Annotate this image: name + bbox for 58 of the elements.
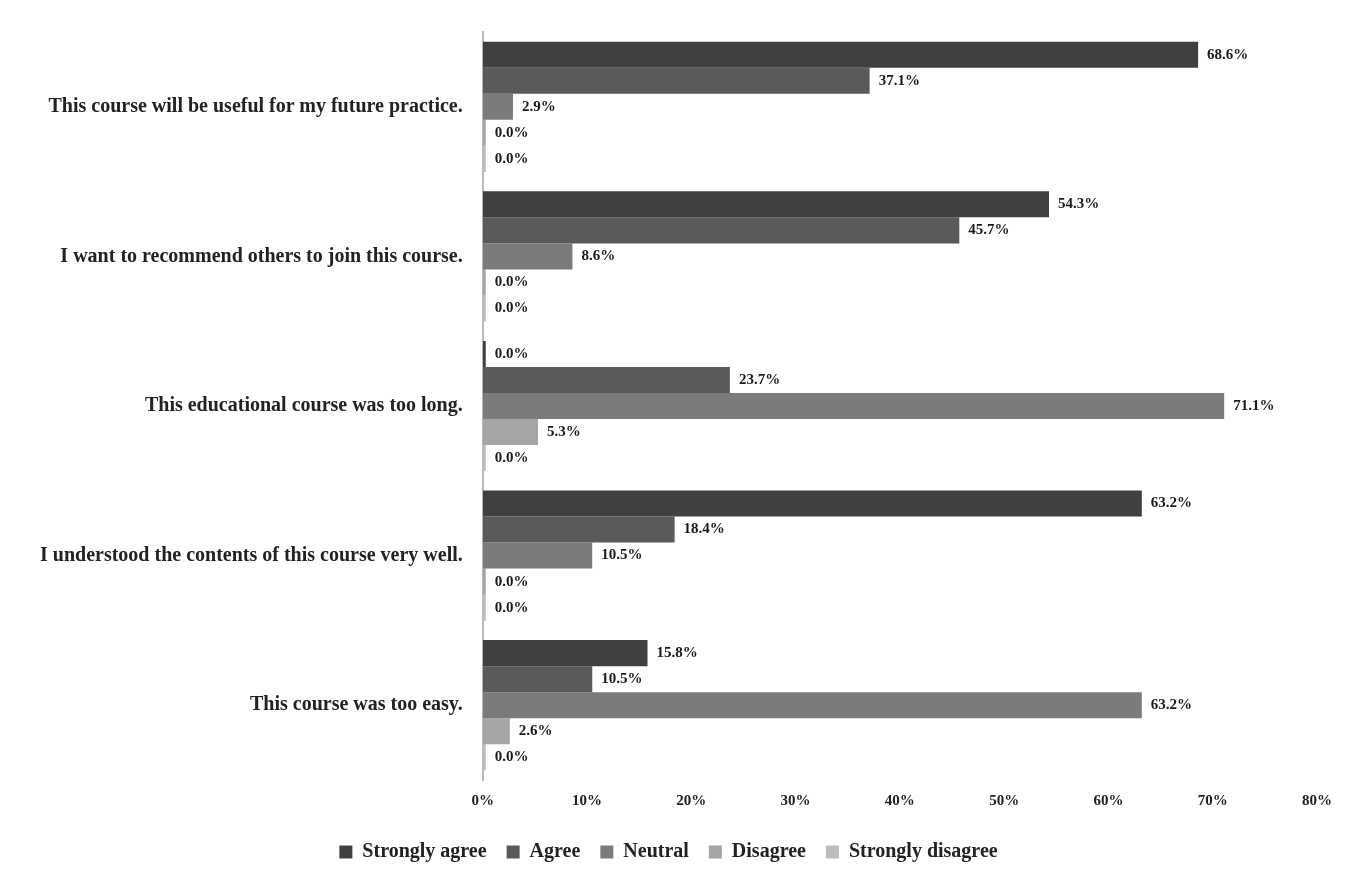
data-label: 0.0%: [494, 149, 529, 166]
y-tick-label: This course was too easy.: [249, 692, 463, 716]
bar: [482, 419, 539, 446]
bar: [482, 243, 573, 270]
bar: [482, 392, 1225, 420]
y-tick-label: I want to recommend others to join this course.: [60, 243, 463, 267]
data-label: 23.7%: [738, 370, 781, 387]
data-label: 63.2%: [1150, 696, 1193, 713]
x-tick-label: 70%: [1197, 791, 1228, 808]
data-label: 54.3%: [1058, 195, 1100, 212]
data-label: 10.5%: [601, 670, 643, 687]
bar: [482, 191, 1049, 218]
data-label: 0.0%: [494, 344, 529, 361]
data-label: 45.7%: [968, 221, 1010, 238]
data-label: 5.3%: [547, 422, 581, 439]
data-label: 63.2%: [1150, 494, 1193, 511]
legend-label: Neutral: [623, 839, 690, 862]
x-tick-label: 80%: [1302, 791, 1332, 808]
data-label: 0.0%: [494, 748, 529, 765]
data-label: 37.1%: [878, 71, 920, 88]
x-tick-label: 10%: [572, 791, 603, 808]
y-tick-label: This course will be useful for my future practice.: [48, 93, 463, 117]
bar: [482, 366, 730, 393]
x-tick-label: 20%: [676, 791, 707, 808]
data-label: 0.0%: [494, 448, 529, 465]
x-tick-label: 60%: [1093, 791, 1124, 808]
legend-label: Agree: [529, 839, 581, 863]
bar: [482, 640, 648, 667]
bar: [482, 217, 960, 244]
data-label: 8.6%: [581, 247, 616, 264]
legend-label: Disagree: [731, 839, 807, 863]
bar: [482, 516, 675, 543]
x-tick-label: 50%: [989, 791, 1020, 808]
x-tick-label: 0%: [471, 791, 494, 808]
data-label: 71.1%: [1233, 396, 1275, 413]
data-label: 0.0%: [494, 273, 529, 290]
bar: [482, 67, 870, 94]
data-label: 0.0%: [494, 598, 529, 615]
x-tick-label: 40%: [884, 791, 915, 808]
data-label: 0.0%: [494, 299, 529, 316]
bar: [482, 666, 593, 693]
legend-label: Strongly agree: [362, 839, 487, 863]
legend-label: Strongly disagree: [848, 839, 998, 863]
bar: [482, 542, 593, 569]
data-label: 10.5%: [601, 546, 643, 563]
bar: [482, 490, 1142, 517]
y-tick-label: This educational course was too long.: [144, 393, 463, 417]
data-label: 68.6%: [1207, 45, 1249, 62]
data-label: 15.8%: [656, 644, 698, 661]
data-label: 18.4%: [683, 520, 725, 537]
bar: [482, 41, 1199, 68]
data-label: 0.0%: [494, 123, 529, 140]
x-tick-label: 30%: [780, 791, 811, 808]
y-tick-label: I understood the contents of this course very well.: [39, 542, 463, 566]
data-label: 2.6%: [518, 722, 553, 739]
data-label: 2.9%: [521, 97, 556, 114]
bar: [482, 692, 1142, 719]
data-label: 0.0%: [494, 572, 529, 589]
